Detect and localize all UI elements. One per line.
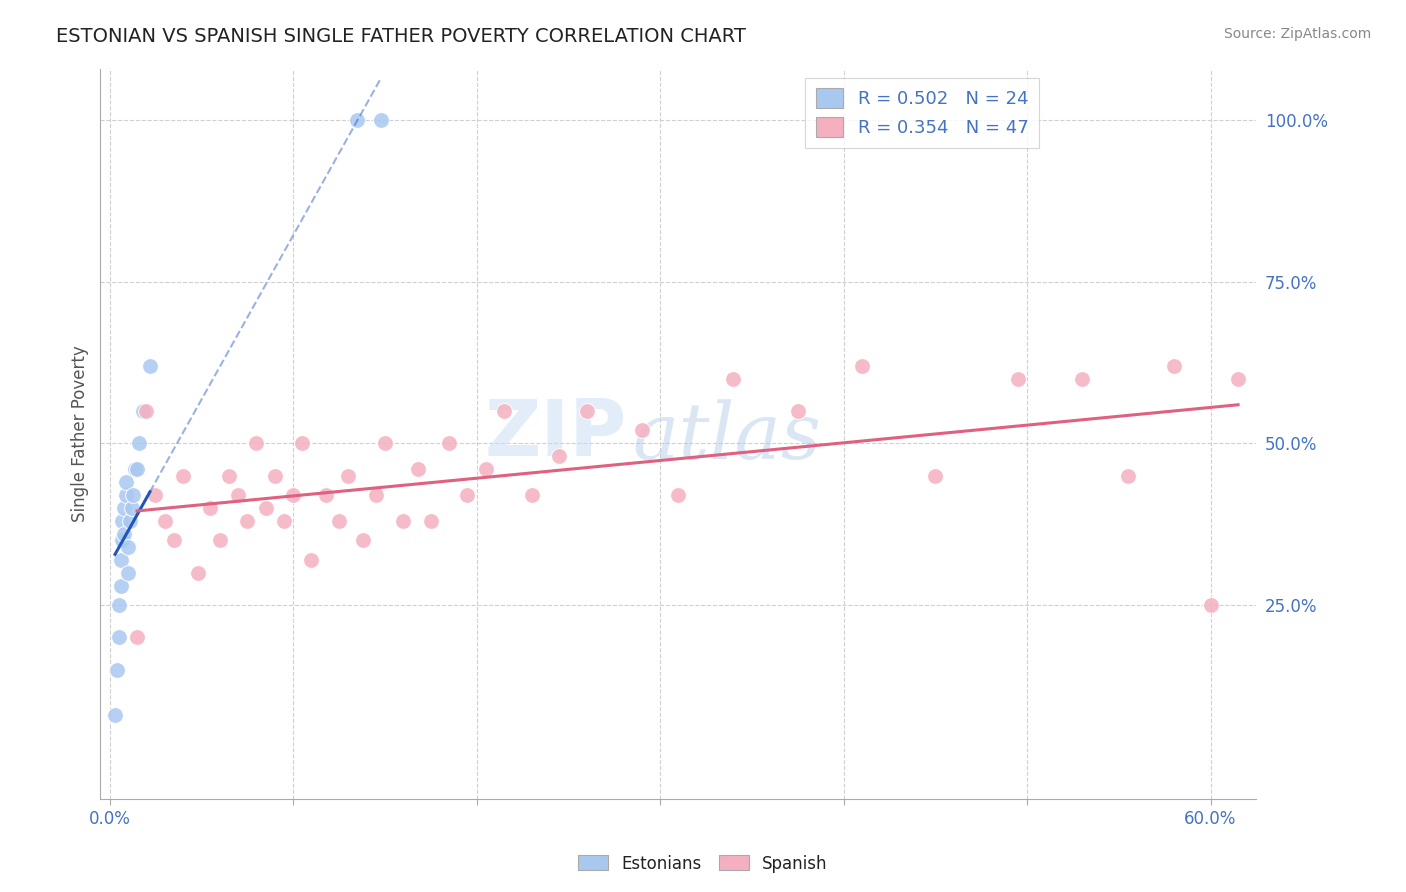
Point <box>104 707 127 722</box>
Legend: Estonians, Spanish: Estonians, Spanish <box>572 848 834 880</box>
Point <box>107 630 129 644</box>
Point <box>187 566 209 580</box>
Point <box>419 514 441 528</box>
Point <box>218 468 240 483</box>
Y-axis label: Single Father Poverty: Single Father Poverty <box>72 345 89 522</box>
Point <box>291 436 314 450</box>
Point <box>112 501 135 516</box>
Point <box>924 468 946 483</box>
Point <box>163 533 186 548</box>
Point <box>456 488 478 502</box>
Point <box>364 488 387 502</box>
Point <box>786 404 808 418</box>
Point <box>121 501 143 516</box>
Point <box>273 514 295 528</box>
Point <box>263 468 285 483</box>
Point <box>575 404 598 418</box>
Point <box>112 526 135 541</box>
Point <box>245 436 267 450</box>
Point <box>200 501 222 516</box>
Point <box>115 488 138 502</box>
Point <box>131 404 153 418</box>
Point <box>437 436 460 450</box>
Text: Source: ZipAtlas.com: Source: ZipAtlas.com <box>1223 27 1371 41</box>
Point <box>474 462 496 476</box>
Point <box>406 462 429 476</box>
Point <box>548 450 571 464</box>
Point <box>851 359 873 373</box>
Point <box>128 436 150 450</box>
Point <box>723 372 745 386</box>
Point <box>1116 468 1139 483</box>
Point <box>666 488 689 502</box>
Point <box>392 514 415 528</box>
Point <box>226 488 249 502</box>
Point <box>111 533 134 548</box>
Point <box>254 501 277 516</box>
Point <box>145 488 167 502</box>
Point <box>125 462 148 476</box>
Point <box>1227 372 1250 386</box>
Point <box>352 533 374 548</box>
Point <box>492 404 515 418</box>
Point <box>208 533 231 548</box>
Point <box>1163 359 1185 373</box>
Point <box>124 462 146 476</box>
Point <box>346 113 368 128</box>
Point <box>122 488 145 502</box>
Point <box>281 488 304 502</box>
Point <box>110 578 132 592</box>
Point <box>1007 372 1029 386</box>
Point <box>107 598 129 612</box>
Point <box>328 514 350 528</box>
Point <box>1071 372 1094 386</box>
Point <box>370 113 392 128</box>
Point <box>118 514 141 528</box>
Point <box>236 514 259 528</box>
Legend: R = 0.502   N = 24, R = 0.354   N = 47: R = 0.502 N = 24, R = 0.354 N = 47 <box>806 78 1039 148</box>
Point <box>153 514 176 528</box>
Point <box>630 424 652 438</box>
Point <box>111 514 134 528</box>
Text: atlas: atlas <box>633 399 821 475</box>
Point <box>139 359 162 373</box>
Point <box>117 540 139 554</box>
Point <box>172 468 194 483</box>
Point <box>115 475 138 490</box>
Text: ZIP: ZIP <box>484 396 626 472</box>
Point <box>125 630 148 644</box>
Point <box>117 566 139 580</box>
Point <box>1199 598 1222 612</box>
Point <box>337 468 360 483</box>
Text: ESTONIAN VS SPANISH SINGLE FATHER POVERTY CORRELATION CHART: ESTONIAN VS SPANISH SINGLE FATHER POVERT… <box>56 27 747 45</box>
Point <box>374 436 396 450</box>
Point <box>315 488 337 502</box>
Point <box>299 552 322 566</box>
Point <box>105 663 128 677</box>
Point <box>135 404 157 418</box>
Point <box>110 552 132 566</box>
Point <box>520 488 543 502</box>
